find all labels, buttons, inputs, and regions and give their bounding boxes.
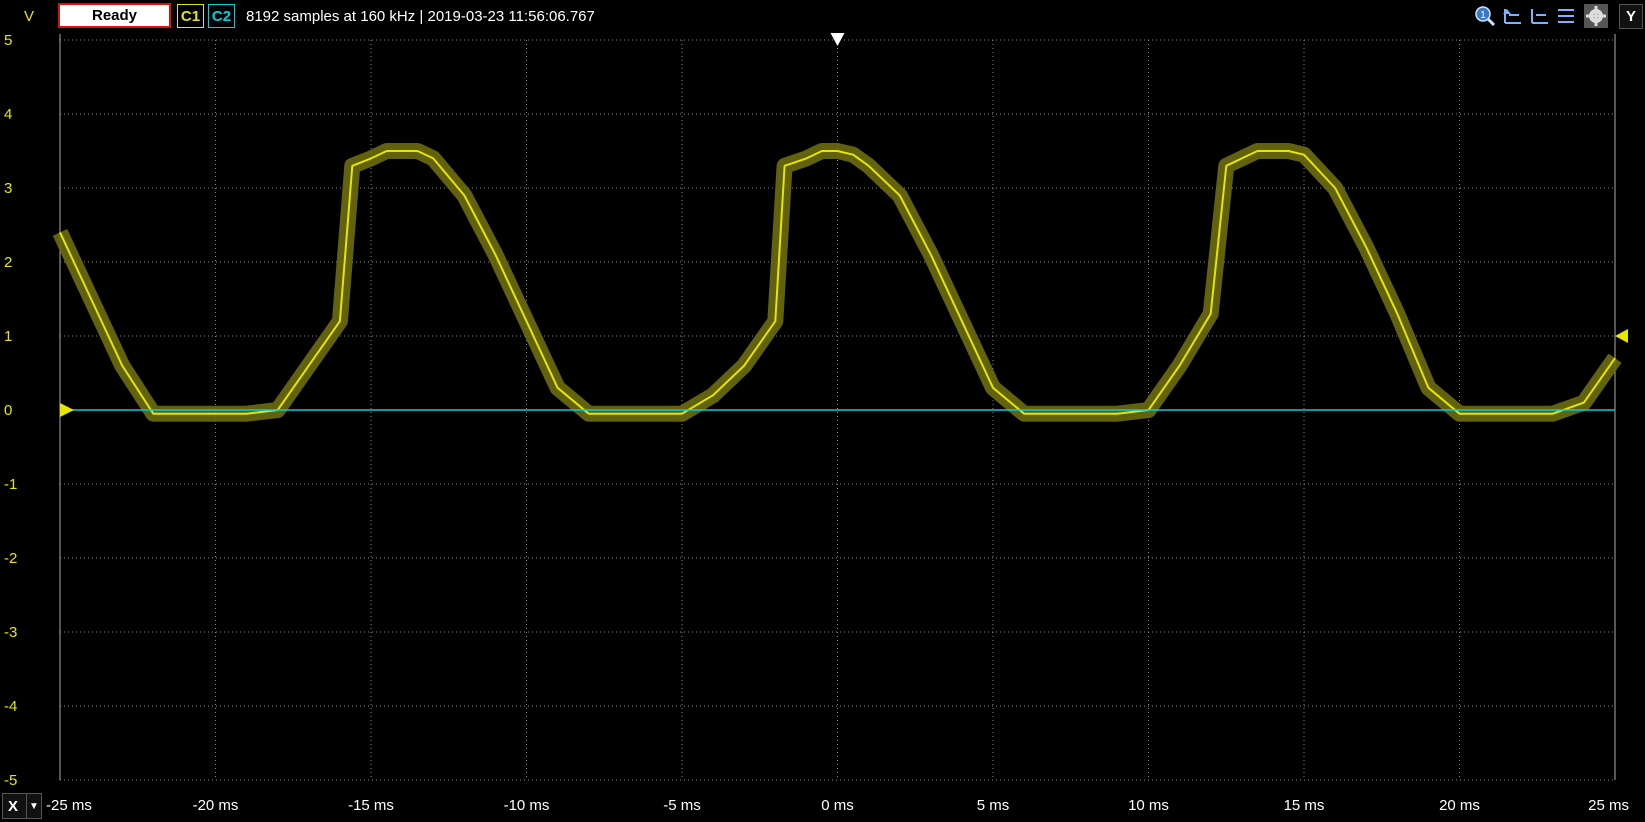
cursor-settings-icon[interactable] (1555, 5, 1577, 27)
y-tick-label: -1 (4, 476, 17, 493)
trigger-time-marker (830, 33, 845, 46)
x-tick-label: -25 ms (46, 797, 92, 814)
trigger-level-marker (1615, 329, 1628, 343)
svg-text:1: 1 (1480, 10, 1486, 21)
x-tick-label: -15 ms (348, 797, 394, 814)
status-button[interactable]: Ready (58, 3, 171, 28)
y-tick-label: 2 (4, 254, 12, 271)
x-tick-label: -5 ms (663, 797, 701, 814)
y-tick-label: 1 (4, 328, 12, 345)
c1-offset-marker (60, 403, 74, 417)
x-tick-label: 20 ms (1439, 797, 1480, 814)
y-tick-label: -5 (4, 772, 17, 789)
y-tick-label: 4 (4, 106, 12, 123)
x-tick-label: 10 ms (1128, 797, 1169, 814)
x-tick-label: -10 ms (504, 797, 550, 814)
y-tick-label: -4 (4, 698, 17, 715)
acquisition-info: 8192 samples at 160 kHz | 2019-03-23 11:… (246, 8, 595, 25)
x-tick-label: 0 ms (821, 797, 854, 814)
x-tick-label: 25 ms (1588, 797, 1629, 814)
y-tick-label: -3 (4, 624, 17, 641)
y-tick-label: -2 (4, 550, 17, 567)
channel1-button[interactable]: C1 (177, 4, 204, 28)
x-tick-label: 5 ms (977, 797, 1010, 814)
y-tick-label: 5 (4, 32, 12, 49)
x-tick-label: -20 ms (193, 797, 239, 814)
c1-trace (59, 150, 1616, 415)
x-axis-label: X (8, 797, 19, 815)
y-tick-label: 0 (4, 402, 12, 419)
y-tick-label: 3 (4, 180, 12, 197)
x-tick-label: 15 ms (1284, 797, 1325, 814)
cursor-right-icon[interactable] (1528, 5, 1550, 27)
y-unit-label: V (24, 8, 35, 25)
cursor-left-icon[interactable] (1501, 5, 1523, 27)
triangle-down-icon[interactable]: ▼ (26, 794, 41, 818)
toolbar: V Ready C1 C2 8192 samples at 160 kHz | … (0, 0, 1645, 33)
y-axis-button[interactable]: Y (1619, 4, 1643, 29)
zoom-icon[interactable]: 1 (1474, 5, 1496, 27)
x-axis-button[interactable]: X ▼ (2, 793, 42, 819)
channel2-button[interactable]: C2 (208, 4, 235, 28)
gear-icon[interactable] (1584, 4, 1608, 28)
